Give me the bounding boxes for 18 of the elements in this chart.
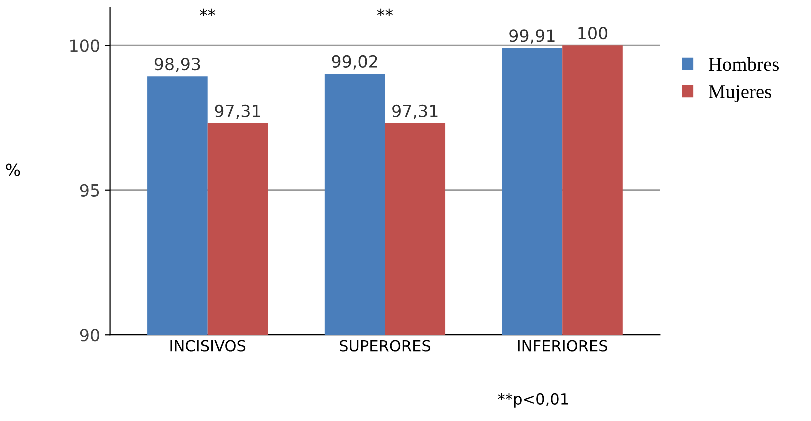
data-label: 100	[578, 27, 608, 40]
data-label: 98,93	[154, 58, 200, 72]
annotation: **	[377, 8, 394, 17]
data-label: 97,31	[215, 104, 260, 120]
y-tick-label: 95	[80, 184, 100, 197]
legend-label: Mujeres	[708, 85, 772, 102]
x-tick-label: INFERIORES	[518, 340, 608, 352]
x-tick-label: INCISIVOS	[170, 340, 246, 352]
x-tick-label: SUPERORES	[340, 340, 431, 352]
y-tick-label: 90	[80, 329, 100, 342]
y-axis-title: %	[6, 164, 20, 176]
data-label: 99,02	[332, 55, 378, 70]
data-label: 97,31	[392, 104, 438, 120]
y-tick-label: 100	[70, 40, 100, 52]
annotation: **	[200, 8, 216, 17]
data-label: 99,91	[510, 30, 555, 44]
text: **p<0,01	[498, 393, 568, 408]
legend-label: Hombres	[708, 57, 780, 72]
